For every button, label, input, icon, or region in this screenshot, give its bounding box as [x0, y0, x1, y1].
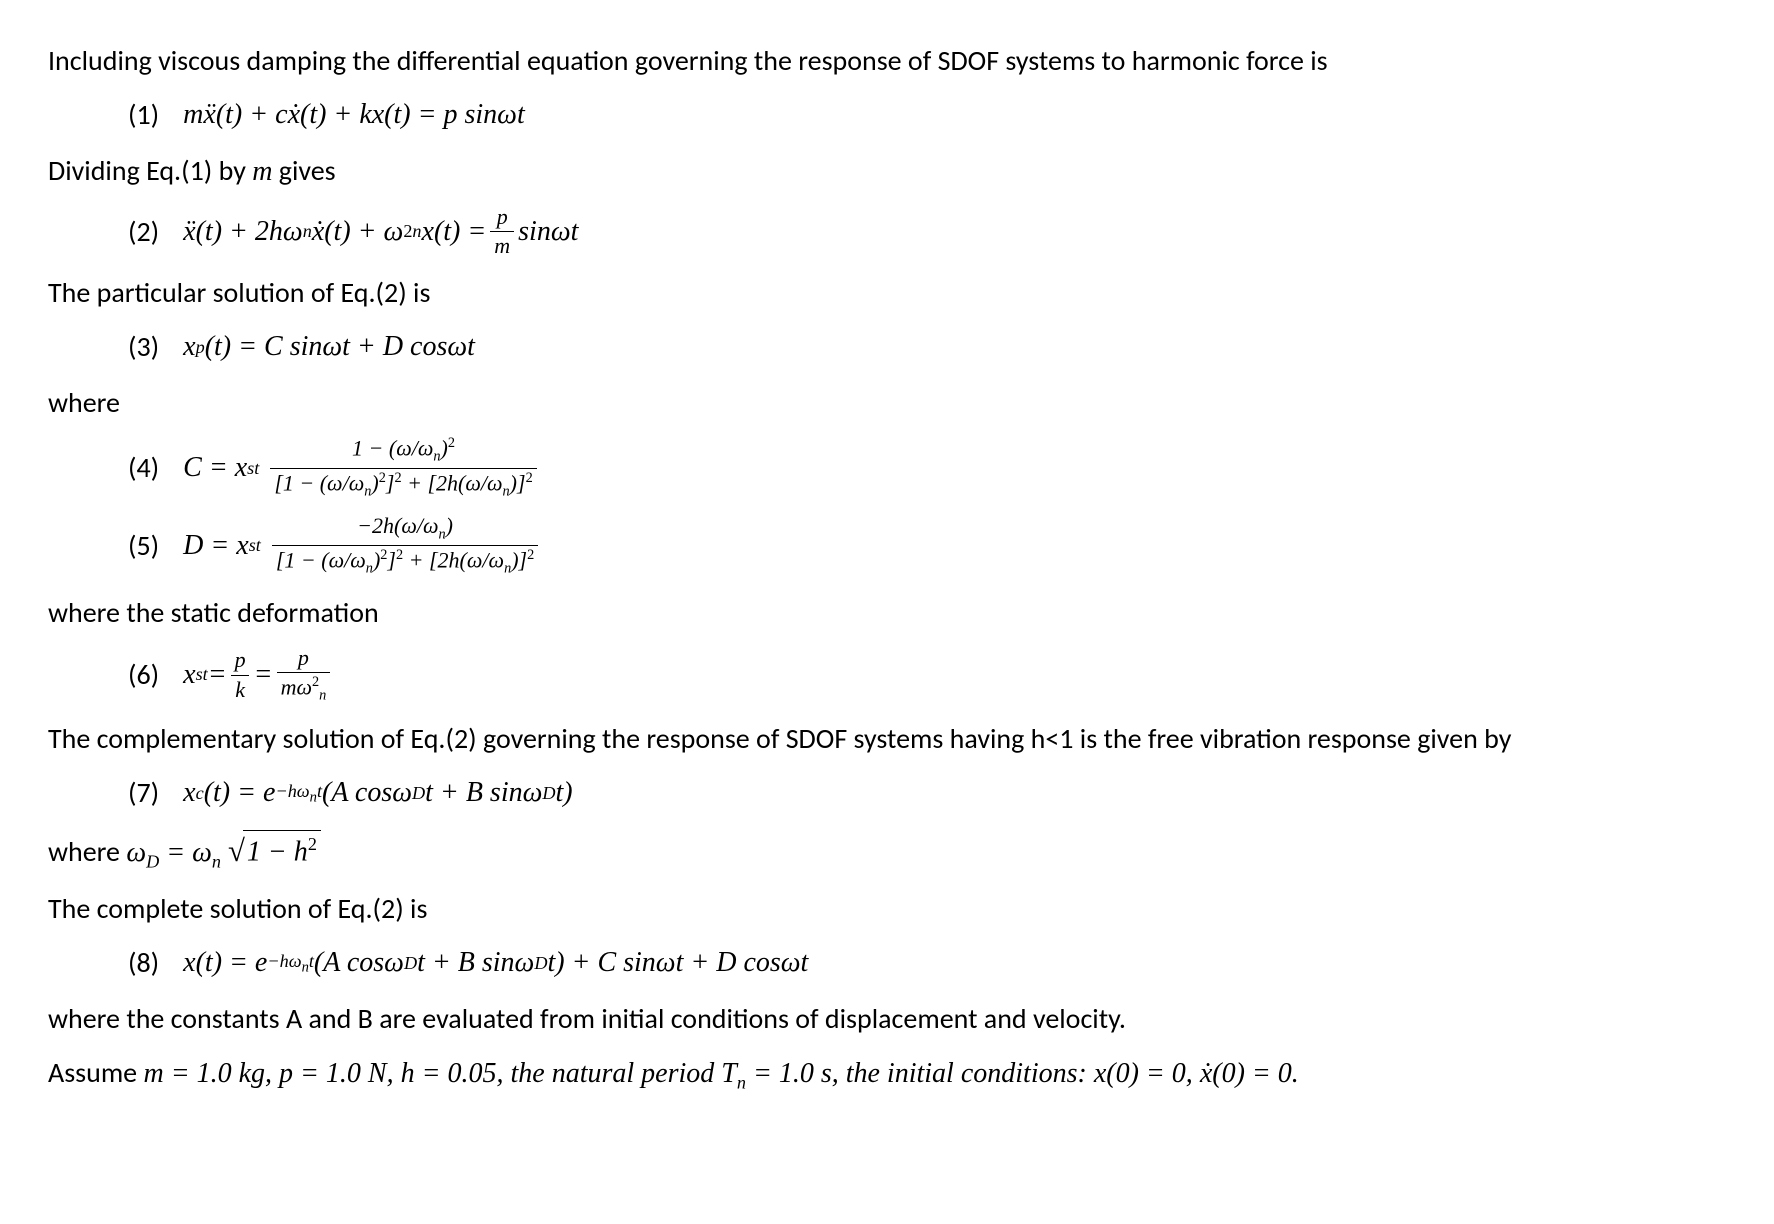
equation-8: (8) x(t) = e−hωnt(A cosωDt + B sinωDt) +…	[128, 942, 1726, 984]
equation-5: (5) D = xst −2h(ω/ωn) [1 − (ω/ωn)2]2 + […	[128, 514, 1726, 578]
eq-body: C = xst 1 − (ω/ωn)2 [1 − (ω/ωn)2]2 + [2h…	[183, 436, 541, 500]
paragraph-assume-params: Assume m = 1.0 kg, p = 1.0 N, h = 0.05, …	[48, 1052, 1726, 1097]
eq-number: (8)	[128, 942, 159, 984]
square-root-icon: √ 1 − h2	[228, 828, 321, 874]
equation-2: (2) ẍ(t) + 2hωnẋ(t) + ω2nx(t) = p m sinω…	[128, 205, 1726, 258]
eq-body: xp(t) = C sinωt + D cosωt	[183, 326, 475, 368]
equation-3: (3) xp(t) = C sinωt + D cosωt	[128, 326, 1726, 368]
eq-body: ẍ(t) + 2hωnẋ(t) + ω2nx(t) = p m sinωt	[183, 205, 578, 258]
equation-4: (4) C = xst 1 − (ω/ωn)2 [1 − (ω/ωn)2]2 +…	[128, 436, 1726, 500]
paragraph-where-1: where	[48, 382, 1726, 424]
eq-number: (5)	[128, 525, 159, 567]
eq-number: (3)	[128, 326, 159, 368]
equation-6: (6) xst = p k = p mω2n	[128, 646, 1726, 705]
fraction-p-over-k: p k	[231, 648, 250, 701]
fraction-p-over-mwn2: p mω2n	[277, 646, 331, 705]
eq-body: xc(t) = e−hωnt(A cosωDt + B sinωDt)	[183, 772, 572, 814]
paragraph-static-deformation: where the static deformation	[48, 592, 1726, 634]
paragraph-intro: Including viscous damping the differenti…	[48, 40, 1726, 82]
eq-body: mẍ(t) + cẋ(t) + kx(t) = p sinωt	[183, 94, 525, 136]
paragraph-divide-by-m: Dividing Eq.(1) by m gives	[48, 150, 1726, 193]
paragraph-particular-solution: The particular solution of Eq.(2) is	[48, 272, 1726, 314]
paragraph-where-wd: where ωD = ωn √ 1 − h2	[48, 828, 1726, 876]
eq-number: (1)	[128, 94, 159, 136]
fraction-C: 1 − (ω/ωn)2 [1 − (ω/ωn)2]2 + [2h(ω/ωn)]2	[270, 436, 536, 500]
eq-body: D = xst −2h(ω/ωn) [1 − (ω/ωn)2]2 + [2h(ω…	[183, 514, 542, 578]
eq-body: xst = p k = p mω2n	[183, 646, 334, 705]
equation-1: (1) mẍ(t) + cẋ(t) + kx(t) = p sinωt	[128, 94, 1726, 136]
inline-eq-wd: ωD = ωn √ 1 − h2	[126, 837, 321, 868]
eq-number: (4)	[128, 447, 159, 489]
fraction-p-over-m: p m	[490, 205, 514, 258]
eq-number: (7)	[128, 772, 159, 814]
paragraph-complete-solution: The complete solution of Eq.(2) is	[48, 888, 1726, 930]
paragraph-complementary-solution: The complementary solution of Eq.(2) gov…	[48, 718, 1726, 760]
eq-body: x(t) = e−hωnt(A cosωDt + B sinωDt) + C s…	[183, 942, 808, 984]
equation-7: (7) xc(t) = e−hωnt(A cosωDt + B sinωDt)	[128, 772, 1726, 814]
fraction-D: −2h(ω/ωn) [1 − (ω/ωn)2]2 + [2h(ω/ωn)]2	[272, 514, 538, 578]
eq-number: (6)	[128, 654, 159, 696]
eq-number: (2)	[128, 211, 159, 253]
paragraph-constants-ab: where the constants A and B are evaluate…	[48, 998, 1726, 1040]
